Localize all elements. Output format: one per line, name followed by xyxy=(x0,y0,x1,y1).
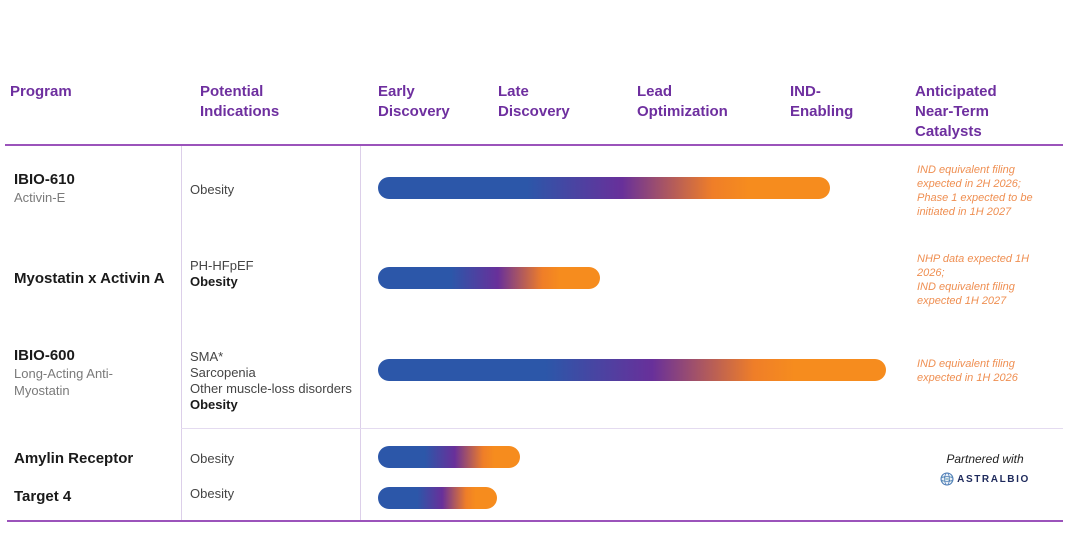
catalyst-note: NHP data expected 1H 2026; IND equivalen… xyxy=(917,252,1059,308)
column-header-late-discovery: Late Discovery xyxy=(498,83,570,120)
indication: Other muscle-loss disorders xyxy=(190,381,352,396)
program-name: Target 4 xyxy=(14,488,72,505)
catalyst-note: IND equivalent filing expected in 1H 202… xyxy=(917,357,1059,385)
pipeline-bar xyxy=(378,446,520,468)
column-header-early-discovery: Early Discovery xyxy=(378,83,450,120)
catalyst-line: IND equivalent filing expected in 1H 202… xyxy=(917,358,1018,384)
globe-network-icon xyxy=(940,472,954,486)
indication: Sarcopenia xyxy=(190,365,256,380)
indication: SMA* xyxy=(190,349,224,364)
catalyst-line: NHP data expected 1H 2026; xyxy=(917,253,1030,279)
column-header-lead-optimization: Lead Optimization xyxy=(637,83,728,120)
indication: Obesity xyxy=(190,451,235,466)
program-subtitle: Long-Acting Anti-Myostatin xyxy=(14,366,114,398)
catalyst-line: Phase 1 expected to be initiated in 1H 2… xyxy=(917,192,1033,218)
indication: Obesity xyxy=(190,182,235,197)
column-separator-line xyxy=(181,146,182,520)
catalyst-line: IND equivalent filing expected 1H 2027 xyxy=(917,281,1015,307)
column-header-program: Program xyxy=(10,83,72,100)
partner-logo: ASTRALBIO xyxy=(913,472,1057,486)
indication: Obesity xyxy=(190,274,238,289)
program-name: Amylin Receptor xyxy=(14,450,134,467)
column-header-catalysts: Anticipated Near-Term Catalysts xyxy=(915,83,997,140)
pipeline-bar xyxy=(378,267,600,289)
catalyst-line: IND equivalent filing expected in 2H 202… xyxy=(917,164,1021,190)
indication: PH-HFpEF xyxy=(190,258,254,273)
partner-prefix: Partnered with xyxy=(946,452,1024,466)
program-name: IBIO-600 xyxy=(14,347,75,364)
program-name: Myostatin x Activin A xyxy=(14,270,165,287)
bottom-divider-line xyxy=(7,520,1063,522)
column-header-potential-indications: Potential Indications xyxy=(200,83,280,120)
program-subtitle: Activin-E xyxy=(14,190,66,205)
partner-block: Partnered with ASTRALBIO xyxy=(913,452,1057,486)
row-separator-line xyxy=(181,428,1063,429)
partner-logo-text: ASTRALBIO xyxy=(957,473,1030,485)
header-divider-line xyxy=(5,144,1063,146)
indication: Obesity xyxy=(190,397,238,412)
indication: Obesity xyxy=(190,486,235,501)
pipeline-bar xyxy=(378,487,497,509)
column-separator-line xyxy=(360,146,361,520)
program-name: IBIO-610 xyxy=(14,171,75,188)
pipeline-bar xyxy=(378,359,886,381)
column-header-ind-enabling: IND-Enabling xyxy=(790,83,854,120)
pipeline-bar xyxy=(378,177,830,199)
catalyst-note: IND equivalent filing expected in 2H 202… xyxy=(917,163,1059,219)
